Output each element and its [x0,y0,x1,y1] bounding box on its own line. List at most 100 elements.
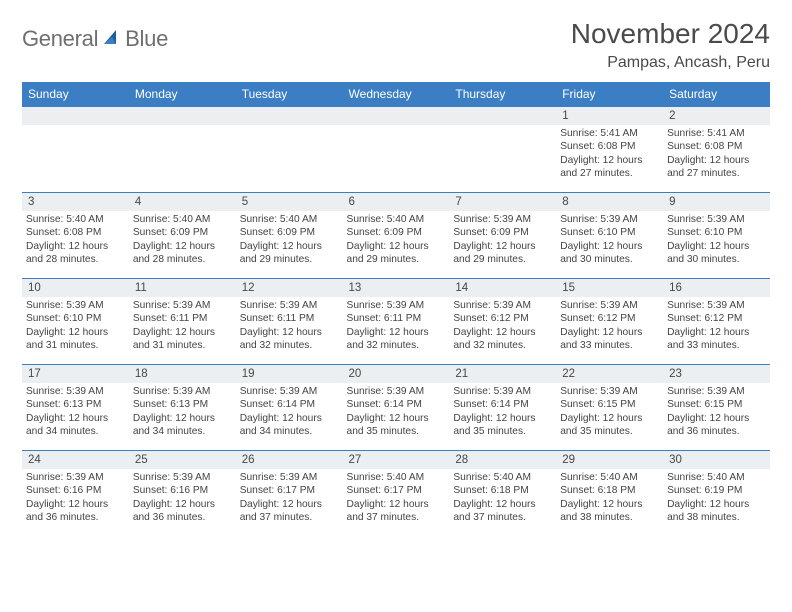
day-number: 5 [236,193,343,211]
day-details: Sunrise: 5:39 AMSunset: 6:14 PMDaylight:… [343,383,450,443]
day-details: Sunrise: 5:39 AMSunset: 6:10 PMDaylight:… [22,297,129,357]
day-details: Sunrise: 5:39 AMSunset: 6:11 PMDaylight:… [236,297,343,357]
header-bar: General Blue November 2024 Pampas, Ancas… [22,18,770,72]
day-details: Sunrise: 5:39 AMSunset: 6:11 PMDaylight:… [343,297,450,357]
day-number: 25 [129,451,236,469]
calendar-body: 1Sunrise: 5:41 AMSunset: 6:08 PMDaylight… [22,107,770,537]
calendar-day-cell: 9Sunrise: 5:39 AMSunset: 6:10 PMDaylight… [663,193,770,279]
calendar-day-cell [449,107,556,193]
calendar-week-row: 3Sunrise: 5:40 AMSunset: 6:08 PMDaylight… [22,193,770,279]
day-details: Sunrise: 5:39 AMSunset: 6:13 PMDaylight:… [22,383,129,443]
day-number: 20 [343,365,450,383]
calendar-day-cell: 12Sunrise: 5:39 AMSunset: 6:11 PMDayligh… [236,279,343,365]
day-number: 16 [663,279,770,297]
calendar-day-cell: 7Sunrise: 5:39 AMSunset: 6:09 PMDaylight… [449,193,556,279]
calendar-week-row: 17Sunrise: 5:39 AMSunset: 6:13 PMDayligh… [22,365,770,451]
calendar-day-cell: 20Sunrise: 5:39 AMSunset: 6:14 PMDayligh… [343,365,450,451]
calendar-day-cell [129,107,236,193]
day-number: 8 [556,193,663,211]
weekday-header: Friday [556,82,663,107]
day-number: 17 [22,365,129,383]
day-number: 4 [129,193,236,211]
day-details: Sunrise: 5:39 AMSunset: 6:15 PMDaylight:… [663,383,770,443]
day-details: Sunrise: 5:39 AMSunset: 6:15 PMDaylight:… [556,383,663,443]
day-details: Sunrise: 5:41 AMSunset: 6:08 PMDaylight:… [556,125,663,185]
day-details: Sunrise: 5:39 AMSunset: 6:12 PMDaylight:… [663,297,770,357]
calendar-day-cell: 11Sunrise: 5:39 AMSunset: 6:11 PMDayligh… [129,279,236,365]
day-number: 24 [22,451,129,469]
calendar-day-cell: 1Sunrise: 5:41 AMSunset: 6:08 PMDaylight… [556,107,663,193]
day-details: Sunrise: 5:39 AMSunset: 6:13 PMDaylight:… [129,383,236,443]
day-details: Sunrise: 5:40 AMSunset: 6:09 PMDaylight:… [236,211,343,271]
calendar-day-cell: 26Sunrise: 5:39 AMSunset: 6:17 PMDayligh… [236,451,343,537]
brand-text-2: Blue [125,26,168,52]
day-details: Sunrise: 5:39 AMSunset: 6:09 PMDaylight:… [449,211,556,271]
day-number [343,107,450,125]
calendar-day-cell: 17Sunrise: 5:39 AMSunset: 6:13 PMDayligh… [22,365,129,451]
calendar-day-cell: 28Sunrise: 5:40 AMSunset: 6:18 PMDayligh… [449,451,556,537]
day-number [236,107,343,125]
day-number: 26 [236,451,343,469]
calendar-day-cell: 25Sunrise: 5:39 AMSunset: 6:16 PMDayligh… [129,451,236,537]
month-title: November 2024 [571,18,770,50]
day-number: 9 [663,193,770,211]
weekday-header: Tuesday [236,82,343,107]
day-number: 3 [22,193,129,211]
day-number: 6 [343,193,450,211]
day-number: 15 [556,279,663,297]
location-text: Pampas, Ancash, Peru [571,54,770,72]
day-number: 11 [129,279,236,297]
calendar-week-row: 1Sunrise: 5:41 AMSunset: 6:08 PMDaylight… [22,107,770,193]
day-number: 19 [236,365,343,383]
day-details: Sunrise: 5:40 AMSunset: 6:08 PMDaylight:… [22,211,129,271]
day-details: Sunrise: 5:39 AMSunset: 6:14 PMDaylight:… [449,383,556,443]
weekday-header: Thursday [449,82,556,107]
day-details: Sunrise: 5:39 AMSunset: 6:12 PMDaylight:… [556,297,663,357]
calendar-day-cell: 18Sunrise: 5:39 AMSunset: 6:13 PMDayligh… [129,365,236,451]
calendar-day-cell: 24Sunrise: 5:39 AMSunset: 6:16 PMDayligh… [22,451,129,537]
day-number: 21 [449,365,556,383]
day-details: Sunrise: 5:39 AMSunset: 6:11 PMDaylight:… [129,297,236,357]
day-details: Sunrise: 5:40 AMSunset: 6:09 PMDaylight:… [129,211,236,271]
day-number [129,107,236,125]
calendar-week-row: 24Sunrise: 5:39 AMSunset: 6:16 PMDayligh… [22,451,770,537]
day-number: 22 [556,365,663,383]
day-number: 29 [556,451,663,469]
calendar-day-cell: 27Sunrise: 5:40 AMSunset: 6:17 PMDayligh… [343,451,450,537]
calendar-day-cell: 21Sunrise: 5:39 AMSunset: 6:14 PMDayligh… [449,365,556,451]
calendar-day-cell: 16Sunrise: 5:39 AMSunset: 6:12 PMDayligh… [663,279,770,365]
brand-text-1: General [22,26,98,52]
brand-logo: General Blue [22,18,168,52]
day-number [449,107,556,125]
day-details: Sunrise: 5:39 AMSunset: 6:17 PMDaylight:… [236,469,343,529]
sail-icon [102,28,122,51]
day-details: Sunrise: 5:39 AMSunset: 6:10 PMDaylight:… [663,211,770,271]
day-number [22,107,129,125]
day-details: Sunrise: 5:40 AMSunset: 6:18 PMDaylight:… [449,469,556,529]
calendar-day-cell: 6Sunrise: 5:40 AMSunset: 6:09 PMDaylight… [343,193,450,279]
weekday-header: Sunday [22,82,129,107]
calendar-table: Sunday Monday Tuesday Wednesday Thursday… [22,82,770,537]
day-details: Sunrise: 5:39 AMSunset: 6:10 PMDaylight:… [556,211,663,271]
day-details: Sunrise: 5:40 AMSunset: 6:09 PMDaylight:… [343,211,450,271]
weekday-header: Monday [129,82,236,107]
day-details: Sunrise: 5:41 AMSunset: 6:08 PMDaylight:… [663,125,770,185]
calendar-day-cell: 5Sunrise: 5:40 AMSunset: 6:09 PMDaylight… [236,193,343,279]
day-details: Sunrise: 5:40 AMSunset: 6:17 PMDaylight:… [343,469,450,529]
calendar-day-cell [22,107,129,193]
calendar-day-cell [343,107,450,193]
day-number: 14 [449,279,556,297]
calendar-day-cell: 23Sunrise: 5:39 AMSunset: 6:15 PMDayligh… [663,365,770,451]
day-details: Sunrise: 5:39 AMSunset: 6:16 PMDaylight:… [22,469,129,529]
calendar-day-cell: 8Sunrise: 5:39 AMSunset: 6:10 PMDaylight… [556,193,663,279]
calendar-day-cell: 22Sunrise: 5:39 AMSunset: 6:15 PMDayligh… [556,365,663,451]
weekday-header: Wednesday [343,82,450,107]
day-number: 10 [22,279,129,297]
weekday-header-row: Sunday Monday Tuesday Wednesday Thursday… [22,82,770,107]
calendar-day-cell: 4Sunrise: 5:40 AMSunset: 6:09 PMDaylight… [129,193,236,279]
calendar-page: General Blue November 2024 Pampas, Ancas… [0,0,792,547]
calendar-day-cell: 30Sunrise: 5:40 AMSunset: 6:19 PMDayligh… [663,451,770,537]
day-number: 13 [343,279,450,297]
day-number: 28 [449,451,556,469]
day-details: Sunrise: 5:40 AMSunset: 6:19 PMDaylight:… [663,469,770,529]
